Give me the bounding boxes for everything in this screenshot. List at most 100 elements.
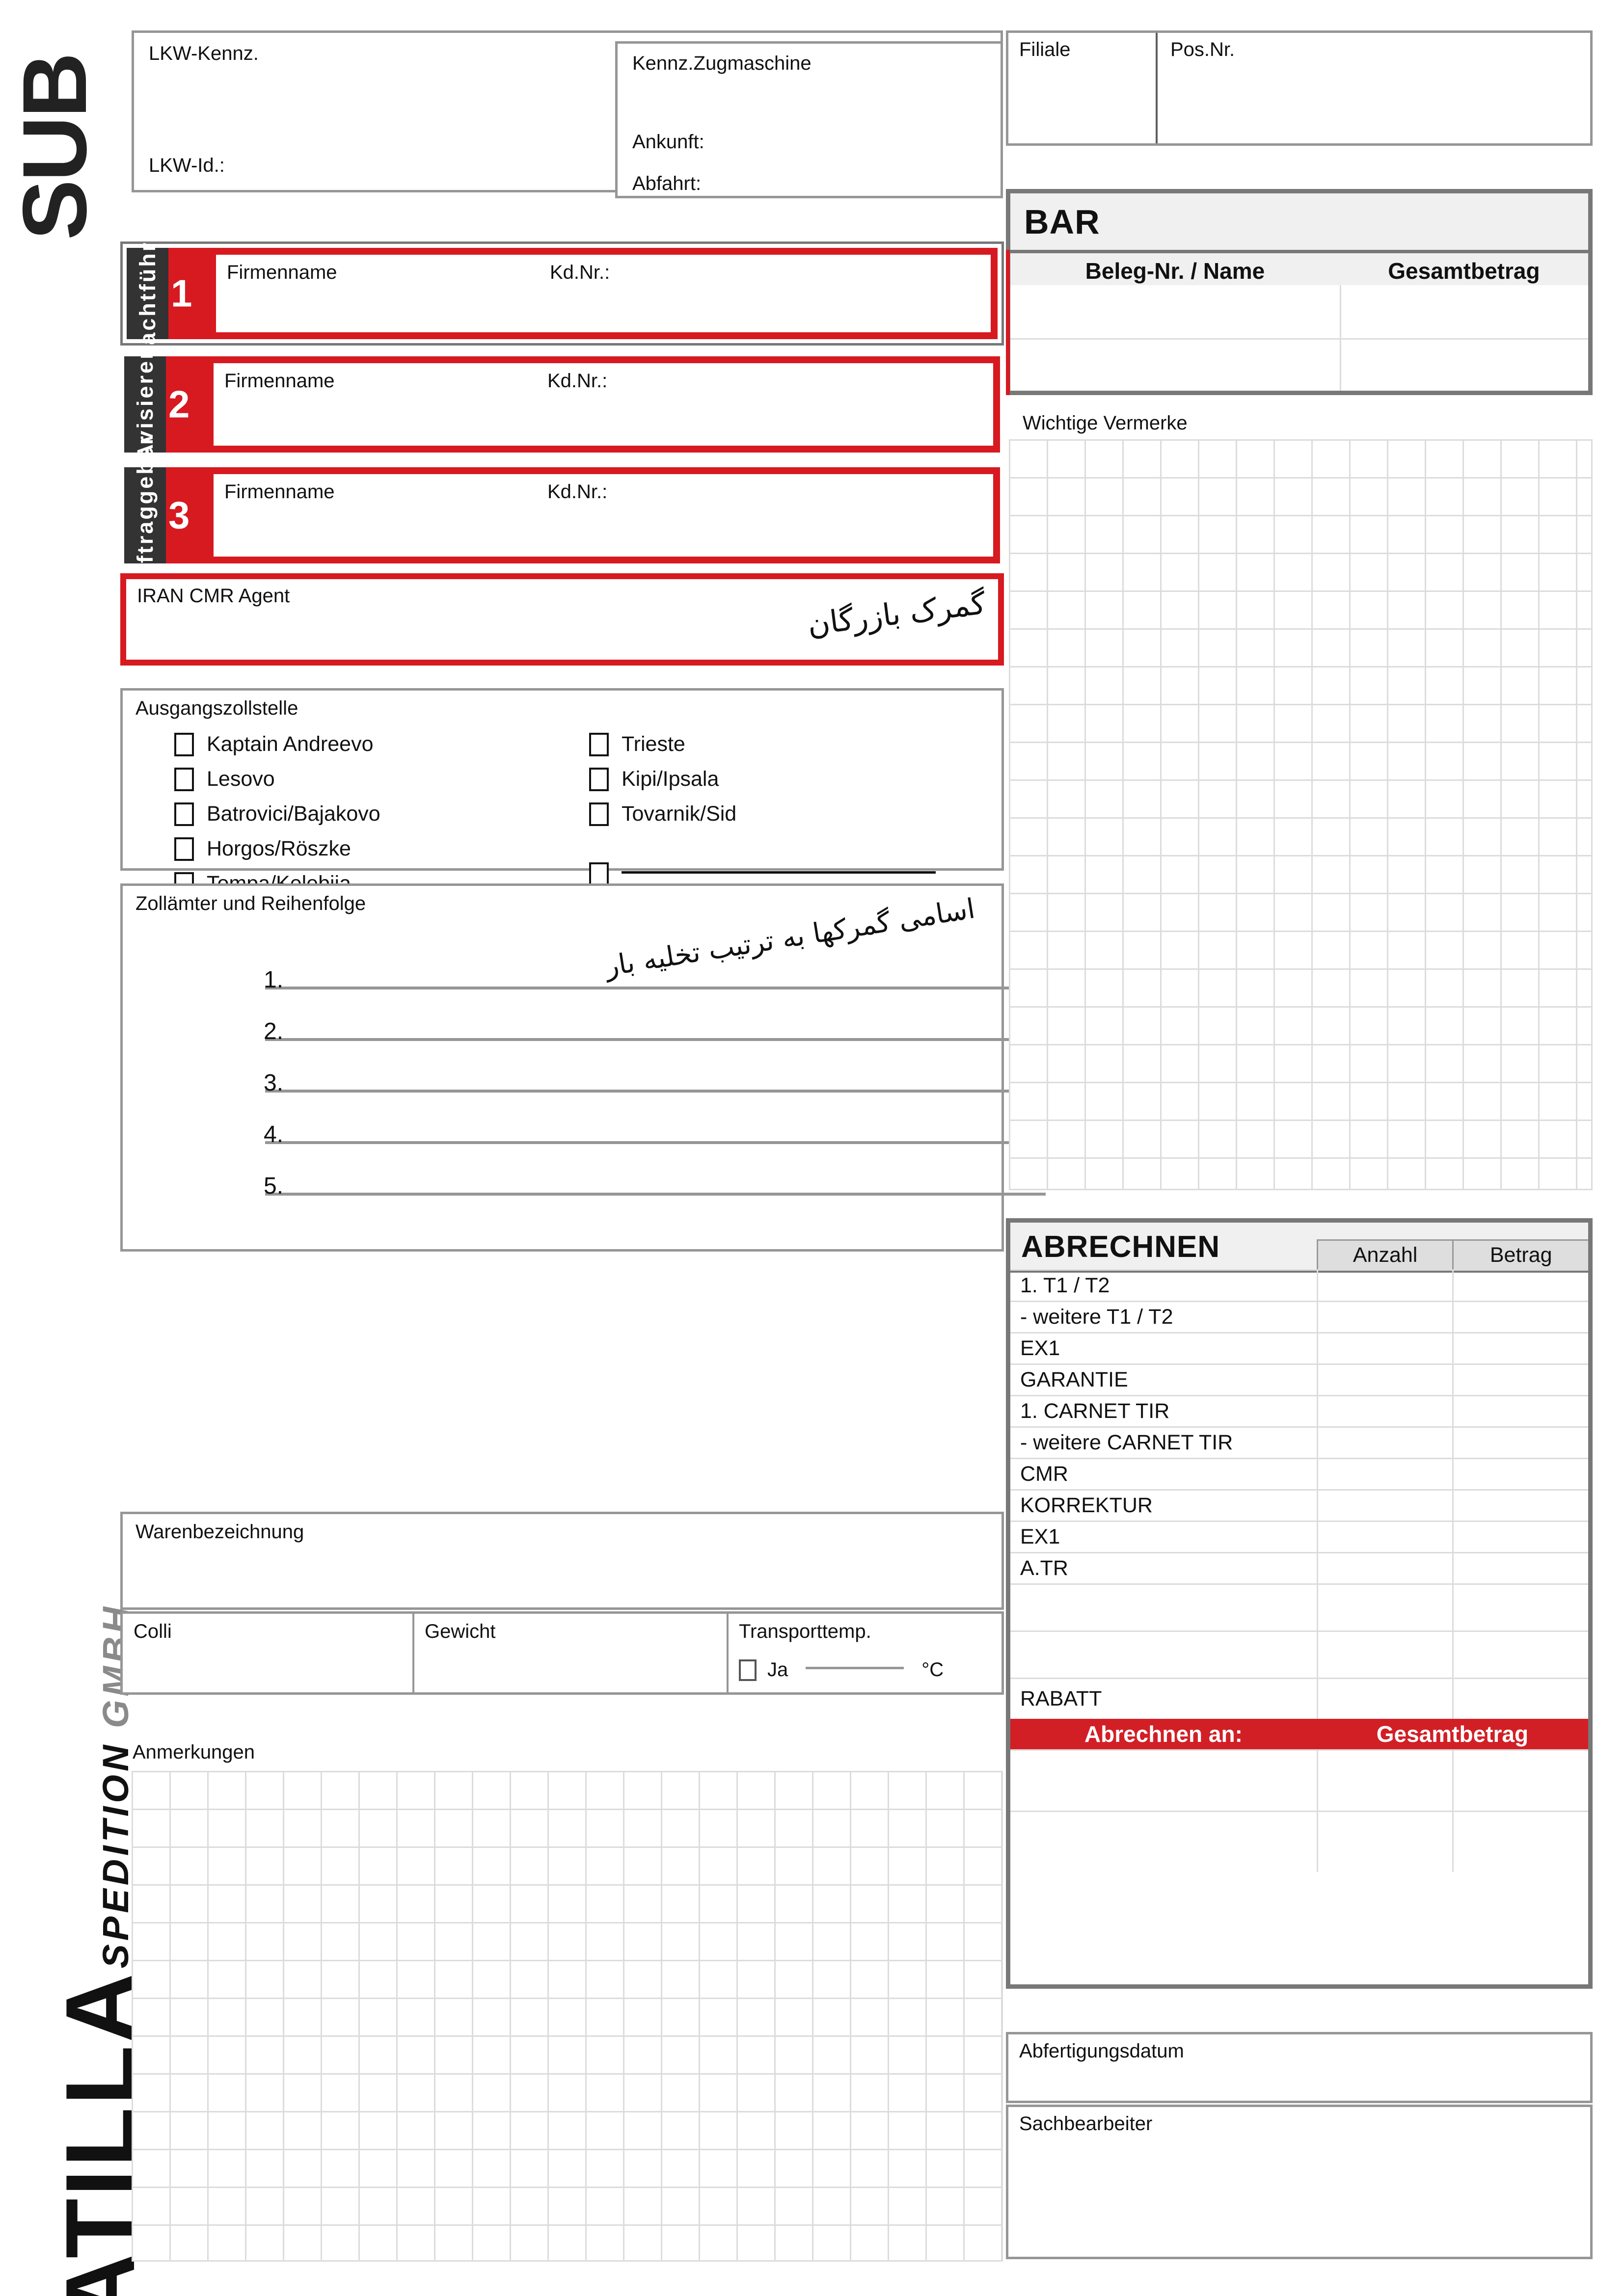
iran-cmr-input-area[interactable]: IRAN CMR Agent گمرک بازرگان: [126, 579, 998, 660]
checkbox-kaptain-andreevo[interactable]: Kaptain Andreevo: [174, 732, 374, 756]
abrechnen-row-anzahl[interactable]: [1316, 1302, 1453, 1332]
abrechnen-row[interactable]: [1010, 1630, 1588, 1678]
line-rule[interactable]: [265, 1090, 1046, 1093]
lkw-id-label: LKW-Id.:: [149, 155, 225, 176]
abrechnen-row-anzahl[interactable]: [1316, 1632, 1453, 1678]
bar-row[interactable]: [1010, 285, 1588, 338]
sachbearbeiter-box[interactable]: Sachbearbeiter: [1006, 2105, 1593, 2259]
abrechnen-row-anzahl[interactable]: [1316, 1365, 1453, 1395]
filiale-posnr-box[interactable]: Filiale Pos.Nr.: [1006, 30, 1593, 146]
abrechnen-row-rabatt[interactable]: RABATT: [1010, 1678, 1588, 1719]
checkbox-icon[interactable]: [589, 732, 609, 756]
abrechnen-footer-anzahl[interactable]: [1316, 1751, 1453, 1811]
zugmaschine-field-box[interactable]: Kennz.Zugmaschine Ankunft: Abfahrt:: [615, 41, 1003, 198]
other-customs-office-input[interactable]: [622, 871, 936, 874]
zollamt-line-2[interactable]: 2.: [264, 1018, 1046, 1044]
abrechnen-row[interactable]: - weitere CARNET TIR: [1010, 1426, 1588, 1458]
zollamt-line-4[interactable]: 4.: [264, 1121, 1046, 1148]
bar-body[interactable]: [1010, 285, 1588, 391]
abrechnen-row-label: RABATT: [1020, 1687, 1102, 1710]
abrechnen-row[interactable]: GARANTIE: [1010, 1363, 1588, 1395]
abrechnen-row-betrag[interactable]: [1452, 1334, 1588, 1363]
abrechnen-row-betrag[interactable]: [1452, 1553, 1588, 1583]
line-rule[interactable]: [265, 987, 1046, 989]
checkbox-lesovo[interactable]: Lesovo: [174, 767, 275, 791]
checkbox-horgos-roszke[interactable]: Horgos/Röszke: [174, 837, 351, 861]
anmerkungen-grid[interactable]: [132, 1771, 1003, 2262]
abrechnen-row-betrag[interactable]: [1452, 1396, 1588, 1426]
bar-row[interactable]: [1010, 338, 1588, 391]
checkbox-icon[interactable]: [589, 802, 609, 826]
iran-cmr-agent-box[interactable]: IRAN CMR Agent گمرک بازرگان: [120, 573, 1004, 666]
abrechnen-footer-anzahl[interactable]: [1316, 1812, 1453, 1872]
abrechnen-row-anzahl[interactable]: [1316, 1396, 1453, 1426]
party-input-area[interactable]: Firmenname Kd.Nr.:: [214, 363, 993, 446]
abrechnen-row[interactable]: 1. CARNET TIR: [1010, 1395, 1588, 1426]
transporttemp-row[interactable]: Ja °C: [739, 1659, 944, 1681]
abrechnen-footer-row[interactable]: [1010, 1811, 1588, 1872]
kennz-zugmaschine-label: Kennz.Zugmaschine: [632, 53, 812, 74]
abrechnen-footer-row[interactable]: [1010, 1749, 1588, 1811]
checkbox-batrovici-bajakovo[interactable]: Batrovici/Bajakovo: [174, 802, 380, 826]
abrechnen-row-anzahl[interactable]: [1316, 1334, 1453, 1363]
zollamt-line-1[interactable]: 1.: [264, 967, 1046, 993]
abrechnen-row[interactable]: CMR: [1010, 1458, 1588, 1489]
abrechnen-row-betrag[interactable]: [1452, 1302, 1588, 1332]
party-input-area[interactable]: Firmenname Kd.Nr.:: [214, 474, 993, 557]
abrechnen-footer-betrag[interactable]: [1452, 1812, 1588, 1872]
abrechnen-row[interactable]: EX1: [1010, 1332, 1588, 1363]
abrechnen-row[interactable]: [1010, 1583, 1588, 1630]
checkbox-icon[interactable]: [174, 837, 194, 861]
abrechnen-row-anzahl[interactable]: [1316, 1585, 1453, 1630]
line-rule[interactable]: [265, 1193, 1046, 1196]
zollamt-line-5[interactable]: 5.: [264, 1173, 1046, 1199]
party-input-area[interactable]: Firmenname Kd.Nr.:: [216, 255, 991, 332]
checkbox-icon[interactable]: [174, 732, 194, 756]
checkbox-tovarnik-sid[interactable]: Tovarnik/Sid: [589, 802, 736, 826]
abrechnen-footer-betrag[interactable]: [1452, 1751, 1588, 1811]
abrechnen-row-anzahl[interactable]: [1316, 1679, 1453, 1719]
abrechnen-row-betrag[interactable]: [1452, 1632, 1588, 1678]
abrechnen-row-betrag[interactable]: [1452, 1679, 1588, 1719]
abrechnen-row-anzahl[interactable]: [1316, 1491, 1453, 1521]
party-block-frachtfuehrer[interactable]: Frachtführer 1 Firmenname Kd.Nr.:: [120, 216, 1004, 371]
abrechnen-row[interactable]: KORREKTUR: [1010, 1489, 1588, 1521]
abrechnen-row-anzahl[interactable]: [1316, 1553, 1453, 1583]
wichtige-vermerke-grid[interactable]: [1009, 439, 1593, 1190]
abrechnen-row[interactable]: 1. T1 / T2: [1010, 1269, 1588, 1301]
abrechnen-row-betrag[interactable]: [1452, 1522, 1588, 1552]
party-tab-frachtfuehrer: Frachtführer: [127, 216, 168, 371]
checkbox-icon[interactable]: [739, 1659, 757, 1681]
abrechnen-row-anzahl[interactable]: [1316, 1271, 1453, 1301]
abrechnen-row-anzahl[interactable]: [1316, 1428, 1453, 1458]
abrechnen-row-betrag[interactable]: [1452, 1271, 1588, 1301]
kdnr-label: Kd.Nr.:: [547, 481, 608, 503]
line-rule[interactable]: [265, 1141, 1046, 1144]
checkbox-kipi-ipsala[interactable]: Kipi/Ipsala: [589, 767, 719, 791]
abrechnen-row[interactable]: - weitere T1 / T2: [1010, 1301, 1588, 1332]
abrechnen-row-betrag[interactable]: [1452, 1428, 1588, 1458]
warenbezeichnung-box[interactable]: Warenbezeichnung: [120, 1512, 1004, 1610]
zollamt-line-3[interactable]: 3.: [264, 1070, 1046, 1096]
abrechnen-row-betrag[interactable]: [1452, 1491, 1588, 1521]
checkbox-icon[interactable]: [589, 767, 609, 791]
checkbox-trieste[interactable]: Trieste: [589, 732, 685, 756]
temperature-input[interactable]: [806, 1666, 904, 1669]
party-block-avisierer[interactable]: Avisierer 2 Firmenname Kd.Nr.:: [120, 349, 1004, 460]
abrechnen-row-betrag[interactable]: [1452, 1365, 1588, 1395]
abrechnen-row-anzahl[interactable]: [1316, 1522, 1453, 1552]
checkbox-label: Lesovo: [207, 767, 275, 791]
abrechnen-row[interactable]: A.TR: [1010, 1552, 1588, 1583]
abrechnen-row[interactable]: EX1: [1010, 1521, 1588, 1552]
abrechnen-row-betrag[interactable]: [1452, 1585, 1588, 1630]
checkbox-other-custom[interactable]: [589, 862, 936, 886]
abfertigungsdatum-box[interactable]: Abfertigungsdatum: [1006, 2032, 1593, 2103]
checkbox-icon[interactable]: [589, 862, 609, 886]
colli-gewicht-temp-box[interactable]: Colli Gewicht Transporttemp. Ja °C: [120, 1611, 1004, 1695]
abrechnen-row-anzahl[interactable]: [1316, 1459, 1453, 1489]
checkbox-icon[interactable]: [174, 767, 194, 791]
checkbox-icon[interactable]: [174, 802, 194, 826]
abrechnen-row-betrag[interactable]: [1452, 1459, 1588, 1489]
party-block-auftraggeber[interactable]: Auftraggeber 3 Firmenname Kd.Nr.:: [120, 434, 1004, 596]
line-rule[interactable]: [265, 1038, 1046, 1041]
